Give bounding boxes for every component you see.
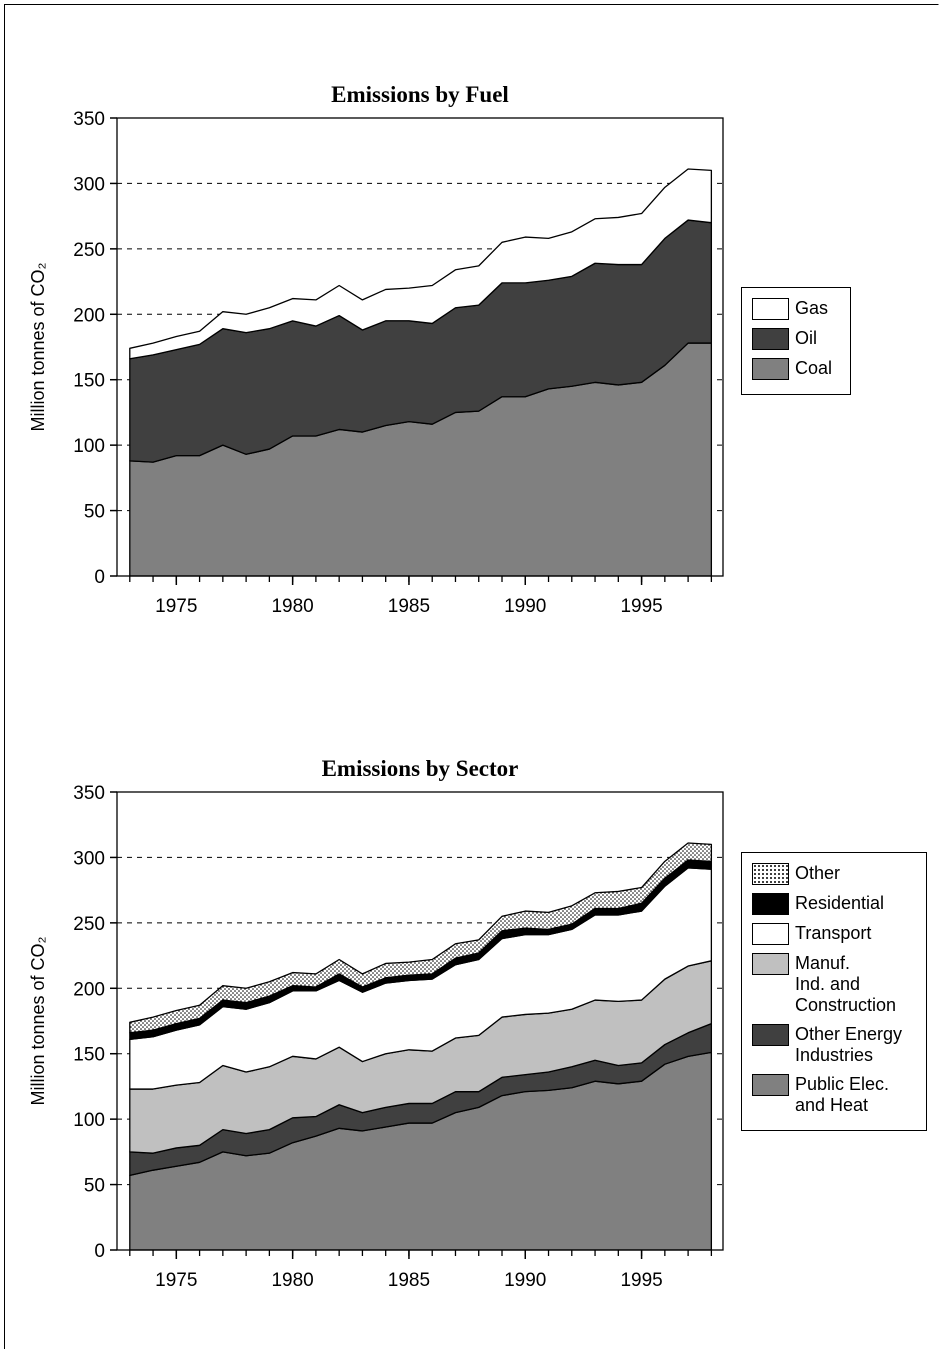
y-tick-label: 50 <box>84 502 105 523</box>
y-tick-label: 300 <box>73 174 105 195</box>
x-tick-label: 1980 <box>271 596 313 617</box>
y-tick-label: 350 <box>73 783 105 804</box>
plot-frame <box>116 117 724 577</box>
legend-label: Other <box>795 863 841 883</box>
x-tick-label: 1995 <box>620 1270 662 1291</box>
x-tick-label: 1980 <box>271 1270 313 1291</box>
legend-swatch <box>752 953 789 975</box>
legend-label: Public Elec. and Heat <box>795 1074 890 1115</box>
y-tick-label: 0 <box>94 567 105 588</box>
legend-item: Manuf. Ind. and Construction <box>752 953 916 1016</box>
y-axis-label: Million tonnes of CO₂ <box>28 936 48 1105</box>
legend-label: Oil <box>795 328 817 348</box>
area <box>129 842 713 1034</box>
page-border <box>4 4 939 1349</box>
legend-swatch <box>752 1074 789 1096</box>
y-axis-label: Million tonnes of CO₂ <box>28 262 48 431</box>
legend-item: Public Elec. and Heat <box>752 1074 916 1116</box>
legend-item: Transport <box>752 923 916 945</box>
legend-item: Gas <box>752 298 840 320</box>
x-tick-label: 1990 <box>504 596 546 617</box>
legend-item: Residential <box>752 893 916 915</box>
legend-label: Residential <box>795 893 885 913</box>
y-tick-label: 0 <box>94 1241 105 1262</box>
x-tick-label: 1975 <box>155 596 197 617</box>
x-tick-label: 1985 <box>388 596 430 617</box>
y-tick-label: 50 <box>84 1176 105 1197</box>
legend-swatch <box>752 1024 789 1046</box>
area <box>129 168 713 360</box>
y-tick-label: 100 <box>73 436 105 457</box>
legend-swatch <box>752 298 789 320</box>
legend-label: Transport <box>795 923 872 943</box>
legend-label: Gas <box>795 298 829 318</box>
legend-label: Other Energy Industries <box>795 1024 903 1065</box>
y-tick-label: 200 <box>73 979 105 1000</box>
y-tick-label: 150 <box>73 371 105 392</box>
legend-item: Oil <box>752 328 840 350</box>
legend-swatch <box>752 893 789 915</box>
plot-frame <box>116 791 724 1251</box>
legend-item: Other Energy Industries <box>752 1024 916 1066</box>
legend-swatch <box>752 328 789 350</box>
y-tick-label: 350 <box>73 109 105 130</box>
y-tick-label: 150 <box>73 1045 105 1066</box>
legend-swatch <box>752 923 789 945</box>
y-tick-label: 100 <box>73 1110 105 1131</box>
legend-label: Manuf. Ind. and Construction <box>795 953 897 1015</box>
legend-label: Coal <box>795 358 833 378</box>
legend-item: Coal <box>752 358 840 380</box>
y-tick-label: 300 <box>73 848 105 869</box>
y-tick-label: 250 <box>73 240 105 261</box>
chart-title: Emissions by Sector <box>322 756 519 781</box>
legend: Gas Oil Coal <box>741 287 851 395</box>
x-tick-label: 1995 <box>620 596 662 617</box>
legend-swatch <box>752 358 789 380</box>
chart-title: Emissions by Fuel <box>331 82 509 107</box>
x-tick-label: 1985 <box>388 1270 430 1291</box>
x-tick-label: 1975 <box>155 1270 197 1291</box>
y-tick-label: 200 <box>73 305 105 326</box>
y-tick-label: 250 <box>73 914 105 935</box>
x-tick-label: 1990 <box>504 1270 546 1291</box>
legend: Other Residential Transport Manuf. Ind. and… <box>741 852 927 1131</box>
legend-item: Other <box>752 863 916 885</box>
legend-swatch <box>752 863 789 885</box>
